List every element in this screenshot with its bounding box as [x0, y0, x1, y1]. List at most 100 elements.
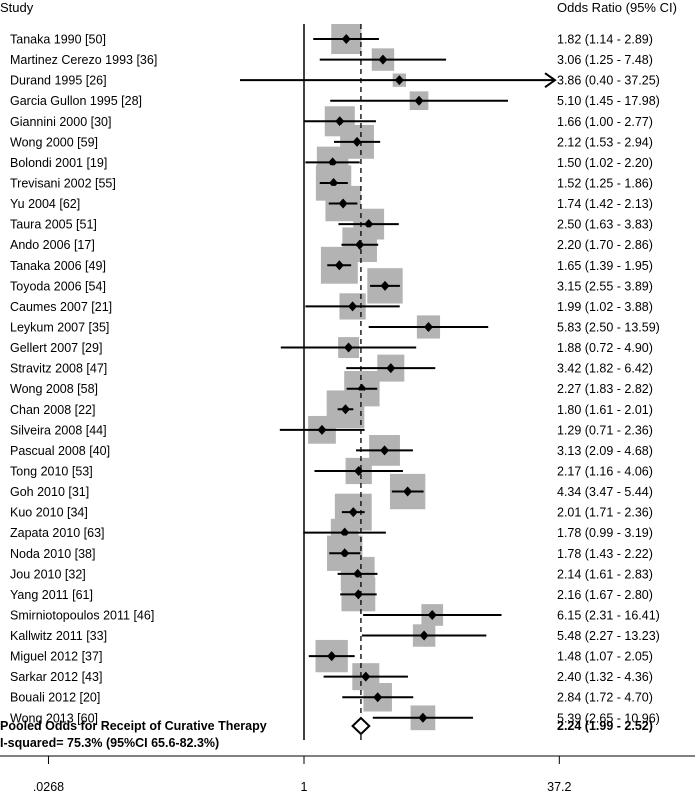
point-estimate-marker: [361, 671, 371, 682]
study-label: Jou 2010 [32]: [10, 567, 86, 581]
study-label: Pascual 2008 [40]: [10, 444, 110, 458]
study-row: Pascual 2008 [40] 3.13 (2.09 - 4.68): [10, 435, 653, 466]
point-estimate-marker: [317, 424, 327, 435]
study-row: Stravitz 2008 [47] 3.42 (1.82 - 6.42): [10, 354, 653, 382]
study-label: Durand 1995 [26]: [10, 74, 107, 88]
study-row: Tanaka 2006 [49] 1.65 (1.39 - 1.95): [10, 246, 653, 284]
odds-ratio-value: 1.29 (0.71 - 2.36): [557, 423, 653, 437]
study-label: Yang 2011 [61]: [10, 588, 93, 602]
study-row: Noda 2010 [38] 1.78 (1.43 - 2.22): [10, 535, 653, 571]
point-estimate-marker: [414, 95, 424, 106]
study-row: Caumes 2007 [21] 1.99 (1.02 - 3.88): [10, 293, 653, 320]
odds-ratio-value: 5.10 (1.45 - 17.98): [557, 94, 660, 108]
point-estimate-marker: [340, 548, 350, 559]
odds-ratio-value: 2.20 (1.70 - 2.86): [557, 238, 653, 252]
x-axis-ticks: .0268 1 37.2: [33, 756, 572, 794]
odds-ratio-value: 1.78 (0.99 - 3.19): [557, 526, 653, 540]
study-label: Ando 2006 [17]: [10, 238, 95, 252]
odds-ratio-value: 4.34 (3.47 - 5.44): [557, 485, 653, 499]
study-label: Yu 2004 [62]: [10, 197, 80, 211]
odds-ratio-value: 3.13 (2.09 - 4.68): [557, 444, 653, 458]
point-estimate-marker: [348, 507, 358, 518]
study-label: Kuo 2010 [34]: [10, 506, 88, 520]
study-row: Tanaka 1990 [50] 1.82 (1.14 - 2.89): [10, 23, 653, 55]
heterogeneity-label: I-squared= 75.3% (95%CI 65.6-82.3%): [0, 736, 219, 750]
odds-ratio-value: 1.48 (1.07 - 2.05): [557, 650, 653, 664]
study-label: Caumes 2007 [21]: [10, 300, 112, 314]
study-row: Tong 2010 [53] 2.17 (1.16 - 4.06): [10, 457, 653, 485]
study-rows: Tanaka 1990 [50] 1.82 (1.14 - 2.89)Martin…: [10, 23, 660, 731]
point-estimate-marker: [423, 321, 433, 332]
odds-ratio-value: 1.88 (0.72 - 4.90): [557, 341, 653, 355]
point-estimate-marker: [338, 198, 348, 209]
point-estimate-marker: [348, 301, 358, 312]
odds-ratio-value: 5.39 (2.65 - 10.96): [557, 711, 660, 725]
odds-ratio-value: 2.84 (1.72 - 4.70): [557, 691, 653, 705]
x-axis-tick-label: 1: [301, 780, 308, 794]
point-estimate-marker: [341, 34, 351, 44]
study-label: Silveira 2008 [44]: [10, 423, 107, 437]
study-row: Chan 2008 [22] 1.80 (1.61 - 2.01): [10, 390, 653, 429]
point-estimate-marker: [353, 568, 363, 579]
odds-ratio-value: 2.40 (1.32 - 4.36): [557, 670, 653, 684]
study-row: Trevisani 2002 [55] 1.52 (1.25 - 1.86): [10, 165, 653, 201]
study-row: Yu 2004 [62] 1.74 (1.42 - 2.13): [10, 185, 653, 222]
odds-ratio-value: 1.65 (1.39 - 1.95): [557, 259, 653, 273]
pooled-label: Pooled Odds for Receipt of Curative Ther…: [0, 719, 267, 733]
x-axis-tick-label: 37.2: [547, 780, 571, 794]
study-label: Garcia Gullon 1995 [28]: [10, 94, 142, 108]
study-row: Wong 2013 [60] 5.39 (2.65 - 10.96): [10, 705, 660, 731]
point-estimate-marker: [344, 342, 354, 353]
study-label: Smirniotopoulos 2011 [46]: [10, 608, 154, 622]
odds-ratio-value: 3.42 (1.82 - 6.42): [557, 362, 653, 376]
point-estimate-marker: [418, 712, 428, 723]
odds-ratio-value: 2.50 (1.63 - 3.83): [557, 218, 653, 232]
odds-ratio-value: 2.16 (1.67 - 2.80): [557, 588, 653, 602]
odds-ratio-value: 1.80 (1.61 - 2.01): [557, 403, 653, 417]
study-label: Giannini 2000 [30]: [10, 115, 111, 129]
point-estimate-marker: [394, 75, 404, 86]
pooled-estimate-diamond: [351, 716, 371, 736]
point-estimate-marker: [373, 692, 383, 703]
study-label: Martinez Cerezo 1993 [36]: [10, 53, 157, 67]
study-label: Kallwitz 2011 [33]: [10, 629, 107, 643]
point-estimate-marker: [352, 136, 362, 147]
study-row: Gellert 2007 [29] 1.88 (0.72 - 4.90): [10, 337, 653, 359]
point-estimate-marker: [334, 260, 344, 271]
point-estimate-marker: [419, 630, 429, 641]
study-row: Garcia Gullon 1995 [28] 5.10 (1.45 - 17.9…: [10, 91, 660, 111]
pooled-summary: Pooled Odds for Receipt of Curative Ther…: [0, 24, 653, 750]
study-label: Wong 2013 [60]: [10, 711, 98, 725]
study-label: Miguel 2012 [37]: [10, 650, 102, 664]
pooled-odds-ratio-value: 2.24 (1.99 - 2.52): [557, 719, 653, 733]
study-label: Zapata 2010 [63]: [10, 526, 105, 540]
study-row: Silveira 2008 [44] 1.29 (0.71 - 2.36): [10, 415, 653, 444]
study-row: Goh 2010 [31] 4.34 (3.47 - 5.44): [10, 473, 653, 510]
study-column-header: Study: [0, 0, 34, 15]
study-label: Tong 2010 [53]: [10, 464, 93, 478]
odds-ratio-value: 2.12 (1.53 - 2.94): [557, 135, 653, 149]
point-estimate-marker: [327, 651, 337, 662]
study-label: Tanaka 1990 [50]: [10, 33, 106, 47]
odds-ratio-value: 1.66 (1.00 - 2.77): [557, 115, 653, 129]
point-estimate-marker: [380, 445, 390, 456]
study-label: Wong 2000 [59]: [10, 135, 98, 149]
study-row: Giannini 2000 [30] 1.66 (1.00 - 2.77): [10, 106, 653, 137]
study-label: Bolondi 2001 [19]: [10, 156, 107, 170]
study-row: Sarkar 2012 [43] 2.40 (1.32 - 4.36): [10, 663, 653, 691]
odds-ratio-value: 1.50 (1.02 - 2.20): [557, 156, 653, 170]
study-row: Yang 2011 [61] 2.16 (1.67 - 2.80): [10, 577, 653, 612]
odds-ratio-value: 2.17 (1.16 - 4.06): [557, 464, 653, 478]
odds-ratio-value: 3.15 (2.55 - 3.89): [557, 279, 653, 293]
odds-ratio-column-header: Odds Ratio (95% CI): [557, 0, 677, 15]
point-estimate-marker: [328, 157, 338, 168]
odds-ratio-value: 1.99 (1.02 - 3.88): [557, 300, 653, 314]
study-label: Trevisani 2002 [55]: [10, 176, 116, 190]
study-row: Bouali 2012 [20] 2.84 (1.72 - 4.70): [10, 682, 653, 712]
odds-ratio-value: 5.83 (2.50 - 13.59): [557, 320, 660, 334]
odds-ratio-value: 3.86 (0.40 - 37.25): [557, 74, 660, 88]
study-label: Leykum 2007 [35]: [10, 320, 109, 334]
study-label: Goh 2010 [31]: [10, 485, 89, 499]
ci-truncation-arrow: [544, 72, 557, 88]
